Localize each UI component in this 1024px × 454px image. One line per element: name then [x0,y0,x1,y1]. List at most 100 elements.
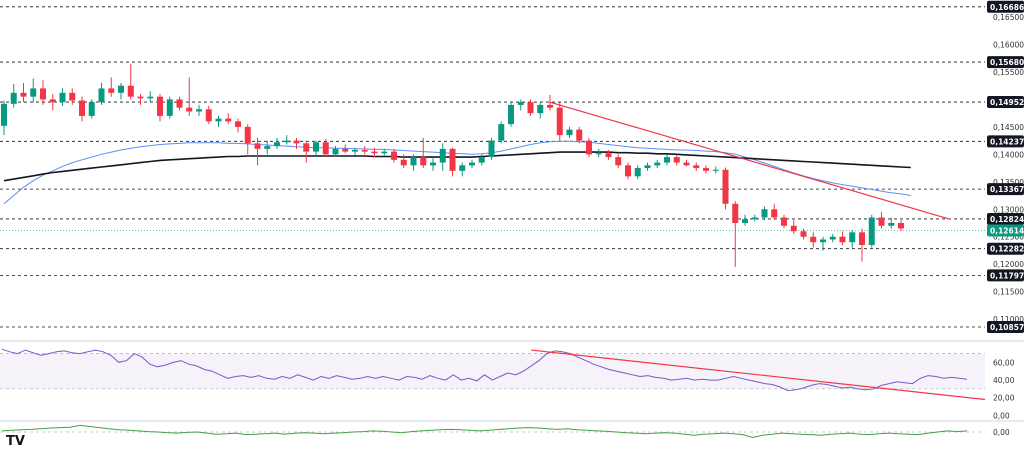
candle-body [10,92,17,104]
candle-body [147,96,154,99]
candle-body [537,104,544,114]
candle-body [381,151,388,154]
candle-body [859,232,865,245]
candle-body [30,88,37,97]
candle-body [790,225,797,232]
candle-body [517,102,524,105]
price-tick-label: 0,13000 [993,205,1024,214]
candle-body [683,162,690,166]
price-tick-label: 0,14500 [993,123,1024,132]
candle-body [293,140,300,144]
candle-body [888,223,895,226]
rsi-tick-label: 20,00 [993,394,1015,403]
candle-body [498,124,505,141]
rsi-trendline [531,349,986,401]
rsi-pane: 60,00 40,00 20,00 0,00 [0,340,1024,420]
candle-body [751,217,758,220]
candle-body [527,102,534,114]
candle-body [732,203,739,224]
level-tag [987,56,1024,69]
price-axis[interactable]: 0,16500 0,16000 0,15500 0,14500 0,14000 0,135… [987,0,1024,333]
candle-body [839,236,846,243]
candle-body [225,118,232,122]
candle-body [654,162,661,166]
price-tick-label: 0,12000 [993,260,1024,269]
main-pane-series [1,63,950,267]
candle-body [449,148,456,171]
level-label: 0,11797 [990,271,1024,280]
candle-body [391,151,397,160]
candle-body [478,157,485,163]
candle-body [264,146,271,149]
candle-body [157,96,163,116]
current-price-label: 0,12614 [990,226,1024,235]
level-label: 0,12824 [990,215,1024,224]
osc-line [1,424,968,439]
candle-body [595,153,602,155]
price-tick-label: 0,11000 [993,315,1024,324]
ma-black-line [3,151,911,182]
price-tick-label: 0,11500 [993,288,1024,297]
level-label: 0,14952 [990,98,1024,107]
candle-body [703,168,709,171]
candle-body [79,100,85,116]
level-tag [987,269,1024,282]
candle-body [800,231,807,237]
candle-body [322,142,329,155]
price-tick-label: 0,13500 [993,178,1024,187]
candle-body [547,104,553,108]
candle-body [673,157,680,163]
candle-body [693,165,700,169]
candle-body [274,142,280,147]
level-label: 0,16686 [990,3,1024,12]
candle-body [664,157,670,163]
price-tick-label: 0,14000 [993,150,1024,159]
rsi-line [1,348,968,392]
candle-body [829,236,836,240]
candle-body [118,85,124,93]
candle-body [313,142,319,152]
tradingview-logo-icon: TV [6,434,25,449]
candle-body [352,149,358,152]
candle-body [98,88,105,103]
candle-body [40,88,46,100]
candle-body [605,153,612,158]
candle-body [430,162,436,166]
candle-body [771,209,778,218]
candle-body [205,109,212,122]
level-label: 0,10857 [990,323,1024,332]
candle-body [244,126,251,144]
candle-body [420,157,427,166]
candle-body [722,169,729,204]
candle-body [586,140,592,155]
price-tick-label: 0,16500 [993,13,1024,22]
rsi-tick-label: 60,00 [993,358,1015,367]
candle-body [166,99,173,116]
candle-body [127,85,134,97]
candle-body [615,157,622,166]
level-tag [987,0,1024,13]
candle-body [469,162,475,166]
candle-body [361,149,368,152]
level-tag [987,242,1024,255]
candle-body [742,219,748,224]
level-tag [987,135,1024,148]
price-tick-label: 0,15500 [993,68,1024,77]
candle-body [868,217,875,245]
candle-body [761,209,768,218]
candle-body [254,143,261,149]
candle-body [820,239,826,243]
candle-body [810,236,817,243]
candle-body [634,168,641,177]
rsi-tick-label: 40,00 [993,376,1015,385]
candle-body [69,92,76,101]
candle-body [878,217,885,226]
candle-body [439,148,446,163]
rsi-band [0,353,985,389]
current-price-tag [987,224,1024,237]
price-tick-label: 0,12500 [993,233,1024,242]
candle-body [1,103,7,126]
candle-body [108,88,115,93]
